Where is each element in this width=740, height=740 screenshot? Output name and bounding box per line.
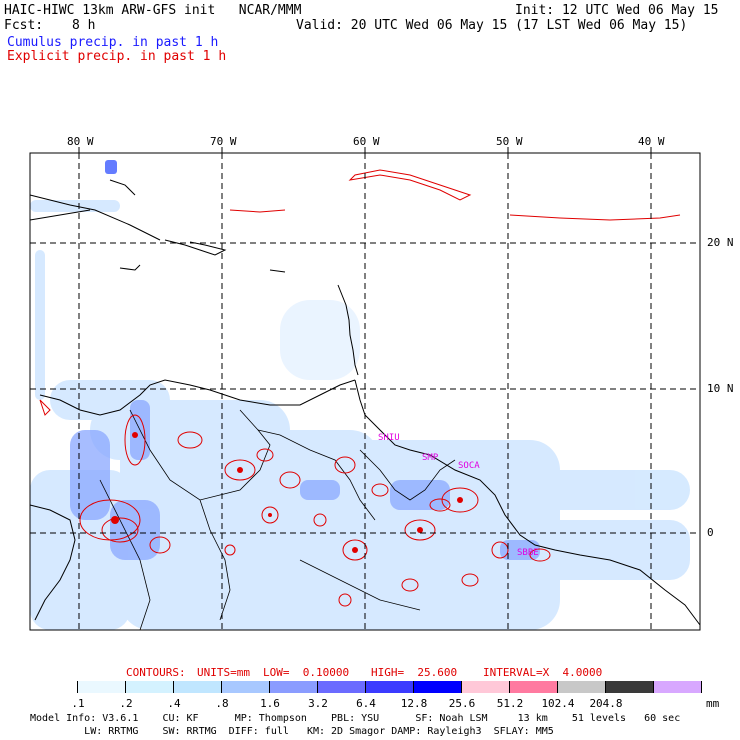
colorbar-swatch	[558, 681, 606, 693]
fcst-value: 8 h	[72, 18, 96, 33]
cumulus-precip-field	[30, 200, 690, 630]
fcst-label: Fcst:	[4, 18, 44, 33]
colorbar-swatch	[606, 681, 654, 693]
colorbar-swatch	[462, 681, 510, 693]
colorbar-label: .2	[119, 697, 133, 710]
colorbar-unit: mm	[706, 697, 720, 710]
colorbar-label: 12.8	[400, 697, 428, 710]
explicit-precip-cores	[111, 432, 463, 553]
plot-title: HAIC-HIWC 13km ARW-GFS init NCAR/MMM	[4, 3, 302, 18]
coastlines	[29, 179, 701, 626]
lon-label: 50 W	[496, 135, 523, 148]
colorbar-label: 204.8	[589, 697, 623, 710]
contours-prefix: CONTOURS:	[126, 666, 186, 679]
colorbar-label: 3.2	[308, 697, 328, 710]
station-label: SBBE	[517, 548, 539, 558]
colorbar-swatch	[414, 681, 462, 693]
colorbar-swatch	[270, 681, 318, 693]
country-borders	[99, 409, 456, 631]
init-time: Init: 12 UTC Wed 06 May 15	[515, 3, 719, 18]
colorbar-swatch	[222, 681, 270, 693]
contours-units: UNITS=mm	[197, 666, 250, 679]
colorbar-swatch	[30, 681, 78, 693]
colorbar-label: 1.6	[260, 697, 280, 710]
lat-label: 10 N	[707, 382, 734, 395]
lat-label: 0	[707, 526, 714, 539]
colorbar-swatch	[126, 681, 174, 693]
colorbar-label: 102.4	[541, 697, 575, 710]
colorbar-label: .4	[167, 697, 181, 710]
station-label: SOCA	[458, 461, 480, 471]
contours-interval: INTERVAL=X 4.0000	[483, 666, 603, 679]
colorbar-swatch	[654, 681, 702, 693]
colorbar-label: .1	[71, 697, 85, 710]
model-info-line1: Model Info: V3.6.1 CU: KF MP: Thompson P…	[30, 713, 681, 724]
station-label: SHIU	[378, 433, 400, 443]
grid-lines	[30, 153, 700, 630]
lat-label: 20 N	[707, 236, 734, 249]
explicit-legend: Explicit precip. in past 1 h	[7, 49, 227, 64]
explicit-precip-contours	[39, 169, 681, 607]
model-info-line2: LW: RRTMG SW: RRTMG DIFF: full KM: 2D Sm…	[30, 726, 554, 737]
lon-label: 80 W	[67, 135, 94, 148]
lon-label: 70 W	[210, 135, 237, 148]
contours-low: LOW= 0.10000	[263, 666, 350, 679]
colorbar-label: 51.2	[496, 697, 524, 710]
colorbar-swatch	[318, 681, 366, 693]
colorbar-swatch	[78, 681, 126, 693]
colorbar-swatch	[510, 681, 558, 693]
lon-label: 40 W	[638, 135, 665, 148]
lon-label: 60 W	[353, 135, 380, 148]
station-label: SMP	[422, 453, 439, 463]
colorbar-label: 6.4	[356, 697, 376, 710]
precip-map: SHIU SMP SOCA SBBE	[29, 147, 701, 631]
colorbar-swatch	[366, 681, 414, 693]
colorbar-swatch	[174, 681, 222, 693]
colorbar-label: .8	[215, 697, 229, 710]
contours-high: HIGH= 25.600	[371, 666, 458, 679]
colorbar-label: 25.6	[448, 697, 476, 710]
cumulus-legend: Cumulus precip. in past 1 h	[7, 35, 219, 50]
grid-ticks	[78, 147, 652, 153]
valid-time: Valid: 20 UTC Wed 06 May 15 (17 LST Wed …	[296, 18, 688, 33]
